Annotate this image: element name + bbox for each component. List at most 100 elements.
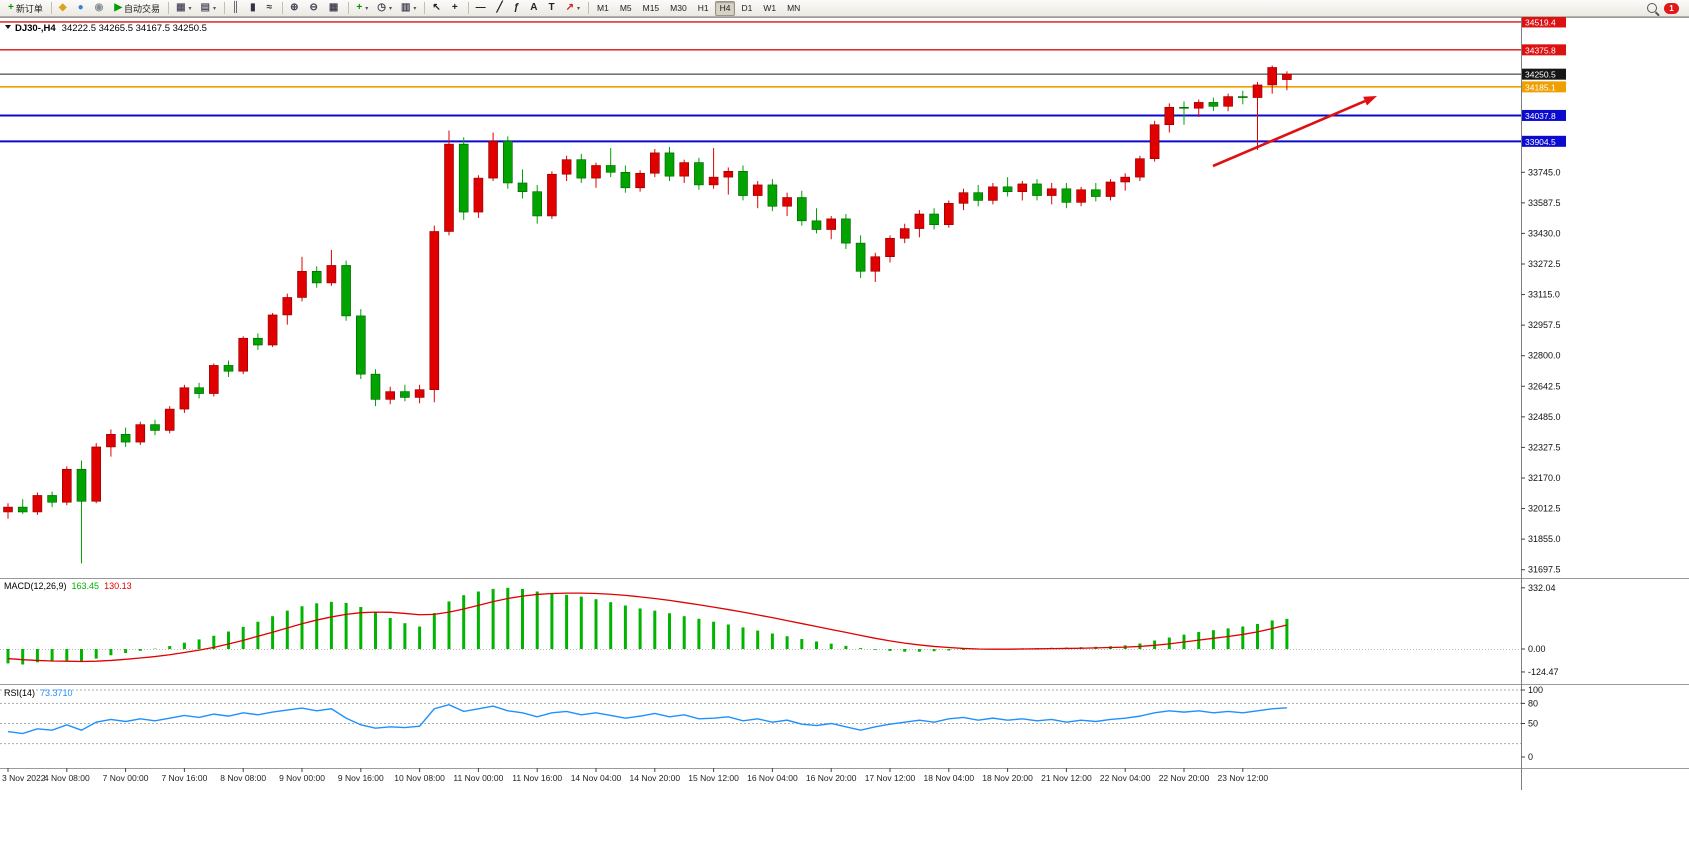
timeframe-h4-button[interactable]: H4 — [714, 0, 736, 16]
candle — [444, 130, 454, 236]
price-box-34037.8 — [1522, 109, 1566, 121]
candle — [1179, 101, 1189, 125]
time-tick-label: 22 Nov 20:00 — [1159, 773, 1210, 783]
candle-body — [135, 424, 146, 443]
timeframe-h1-button[interactable]: H1 — [693, 1, 714, 16]
candle — [811, 208, 822, 234]
zoom-in-button[interactable]: ⊕ — [286, 0, 304, 17]
time-tick-label: 18 Nov 20:00 — [982, 773, 1033, 783]
chevron-down-icon: ▾ — [212, 5, 216, 12]
candle — [32, 492, 43, 515]
line-chart-button[interactable]: ≈ — [263, 0, 279, 17]
text-button[interactable]: A — [526, 0, 543, 17]
candle — [253, 333, 263, 350]
candle-body — [649, 152, 660, 174]
candle — [341, 260, 351, 321]
timeframe-w1-button[interactable]: W1 — [758, 1, 781, 16]
notification-badge[interactable]: 1 — [1664, 2, 1679, 14]
price-box-34185.1 — [1522, 81, 1566, 93]
tile-windows-button[interactable]: ▦ — [325, 0, 344, 17]
candle — [708, 148, 719, 189]
timeframe-mn-button[interactable]: MN — [782, 1, 805, 16]
timeframe-m30-button[interactable]: M30 — [665, 1, 692, 16]
chevron-down-icon: ▾ — [388, 5, 392, 12]
zoom-out-button[interactable]: ⊖ — [306, 0, 324, 17]
candle-body — [17, 506, 28, 513]
symbol-dropdown-icon[interactable] — [5, 25, 11, 29]
candle-body — [517, 182, 528, 192]
trend-arrow[interactable] — [1212, 96, 1377, 168]
toolbar-separator — [348, 2, 350, 14]
support-button[interactable]: ◉ — [91, 0, 110, 17]
search-icon[interactable] — [1647, 3, 1657, 13]
text-label-button[interactable]: T — [544, 0, 560, 17]
templates-button[interactable]: ▥ ▾ — [397, 0, 420, 17]
candle-body — [576, 159, 587, 179]
timeframe-m5-button[interactable]: M5 — [615, 1, 637, 16]
candle-body — [164, 408, 175, 431]
bar-chart-button[interactable]: ║ — [228, 0, 245, 17]
rsi-scale-label: 80 — [1528, 698, 1538, 708]
fibonacci-button[interactable]: ƒ — [510, 0, 526, 17]
candle-body — [458, 143, 469, 213]
candle — [385, 386, 396, 405]
timeframe-m30-button-label: M30 — [670, 3, 687, 13]
candle — [826, 215, 837, 240]
candle-body — [1164, 106, 1175, 126]
price-tick-label: 31697.5 — [1528, 565, 1561, 575]
candle — [47, 491, 57, 508]
candle-body — [635, 172, 645, 189]
zoom-out-icon: ⊖ — [309, 2, 318, 13]
autotrading-button[interactable]: ▶ 自动交易 — [110, 0, 164, 17]
price-tick-label: 32800.0 — [1528, 351, 1561, 361]
profiles-button[interactable]: ▤ ▾ — [197, 0, 220, 17]
cursor-button[interactable]: ↖ — [428, 0, 446, 17]
candle — [664, 147, 675, 182]
timeframe-d1-button-label: D1 — [741, 3, 753, 13]
arrows-button[interactable]: ↗ ▾ — [562, 0, 584, 17]
macd-scale-label: 332.04 — [1528, 583, 1556, 593]
candle — [297, 256, 307, 302]
candle-body — [547, 173, 557, 217]
trend-arrow-head[interactable] — [1363, 96, 1377, 106]
candle-body — [488, 140, 498, 179]
candle-body — [679, 162, 690, 177]
candle-body — [1267, 67, 1277, 86]
new-chart-button[interactable]: ▦ ▾ — [172, 0, 195, 17]
trendline-button[interactable]: ╱ — [493, 0, 509, 17]
timeframe-m15-button[interactable]: M15 — [638, 1, 665, 16]
candlestick-icon: ▮ — [250, 2, 256, 13]
timeframe-m1-button[interactable]: M1 — [592, 1, 614, 16]
candle-body — [723, 171, 734, 178]
timeframe-d1-button[interactable]: D1 — [736, 1, 757, 16]
candle — [355, 309, 366, 379]
candle-body — [1223, 96, 1233, 107]
trend-arrow-line[interactable] — [1212, 99, 1366, 168]
new-order-icon: + — [8, 2, 14, 13]
periods-button[interactable]: ◷ ▾ — [373, 0, 396, 17]
candle-body — [1105, 181, 1116, 197]
candle — [502, 136, 513, 189]
new-order-button[interactable]: + 新订单 — [4, 0, 47, 17]
candle — [1193, 99, 1204, 117]
market-watch-button[interactable]: ◆ — [55, 0, 73, 17]
candlestick-chart-button[interactable]: ▮ — [246, 0, 262, 17]
indicators-button[interactable]: + ▾ — [352, 0, 372, 17]
candle — [311, 266, 322, 288]
candle-body — [32, 495, 43, 513]
community-chat-button[interactable]: ● — [74, 0, 90, 17]
horizontal-line-button[interactable]: — — [472, 0, 492, 17]
rsi-scale-label: 0 — [1528, 752, 1533, 762]
candle — [547, 171, 557, 219]
text-label-icon: T — [548, 2, 555, 13]
candle-body — [326, 265, 337, 284]
candle — [106, 429, 116, 457]
crosshair-button[interactable]: + — [448, 0, 464, 17]
candle — [150, 419, 160, 436]
candle-body — [561, 159, 572, 175]
candle-body — [591, 165, 601, 179]
price-tick-label: 32012.5 — [1528, 504, 1561, 514]
rsi-scale-label: 50 — [1528, 719, 1538, 729]
candle — [1135, 155, 1145, 182]
